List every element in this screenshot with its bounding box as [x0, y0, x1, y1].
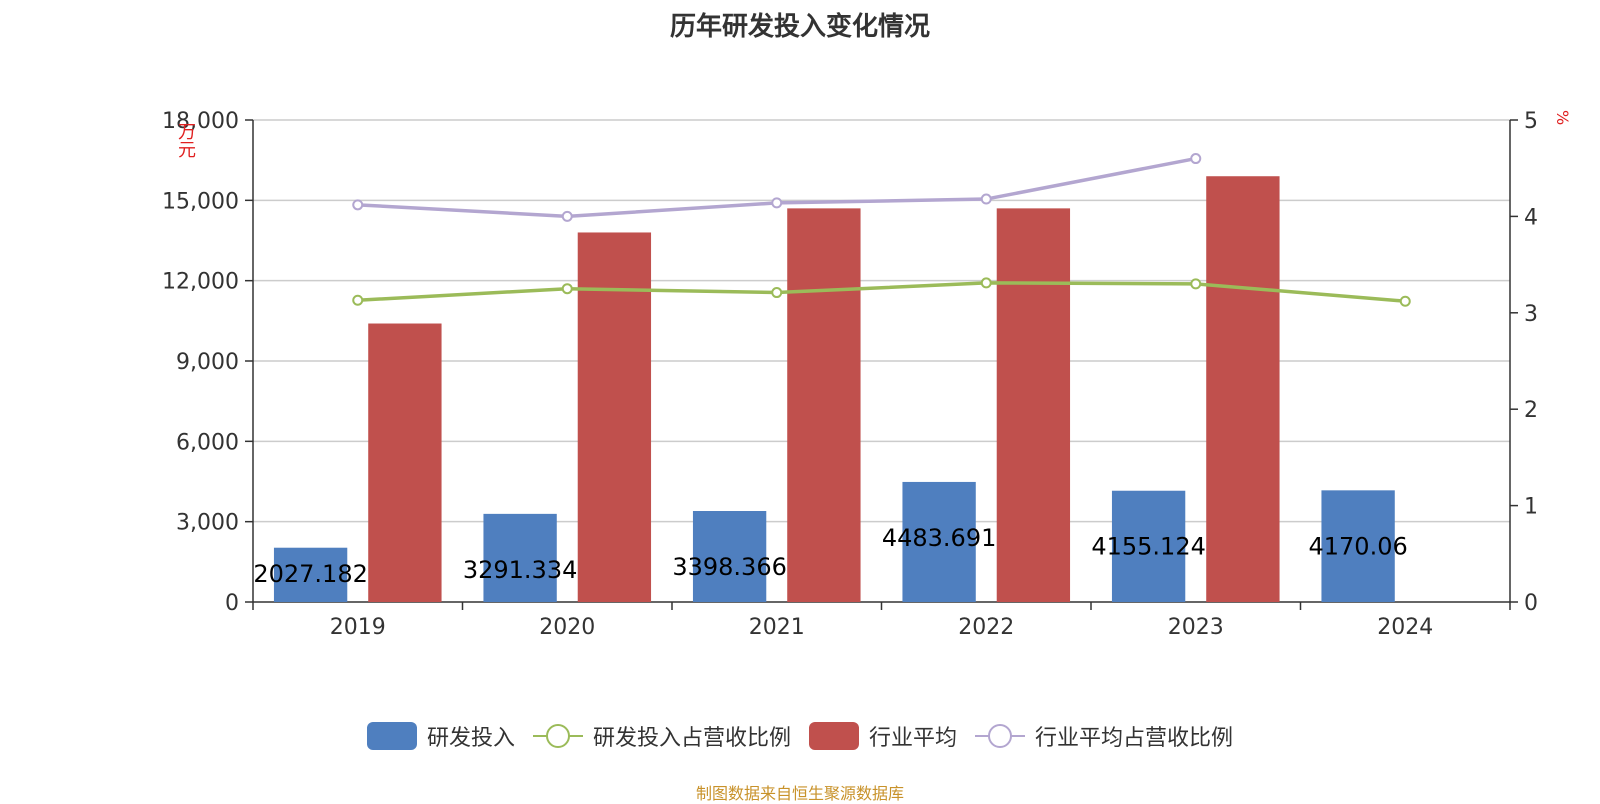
- legend: 研发投入 研发投入占营收比例 行业平均 行业平均占营收比例: [0, 720, 1600, 752]
- bar-industry: [368, 323, 442, 602]
- data-label-rd: 3291.334: [463, 556, 578, 584]
- x-tick-label: 2019: [330, 615, 386, 640]
- bar-rd: [1111, 490, 1186, 602]
- legend-item-industry-ratio[interactable]: 行业平均占营收比例: [975, 720, 1233, 752]
- legend-swatch-industry-ratio: [975, 722, 1026, 750]
- legend-swatch-industry: [809, 722, 859, 750]
- legend-swatch-rd: [366, 722, 417, 750]
- bar-industry: [996, 208, 1071, 602]
- line-rd-ratio: [357, 281, 1406, 303]
- right-tick-label: 0: [1524, 591, 1538, 616]
- data-label-rd: 3398.366: [672, 553, 787, 581]
- data-label-rd: 4170.06: [1308, 532, 1407, 560]
- bar-industry: [577, 232, 652, 602]
- legend-swatch-rd-ratio: [532, 722, 583, 750]
- right-tick-label: 1: [1524, 495, 1538, 520]
- point-industry-ratio: [980, 193, 992, 205]
- point-rd-ratio: [1190, 278, 1202, 290]
- data-label-rd: 4155.124: [1091, 533, 1206, 561]
- legend-item-rd[interactable]: 研发投入: [366, 720, 515, 752]
- right-tick-label: 2: [1524, 398, 1538, 423]
- legend-item-rd-ratio[interactable]: 研发投入占营收比例: [532, 720, 791, 752]
- x-tick-label: 2023: [1168, 615, 1224, 640]
- x-tick-label: 2024: [1377, 615, 1433, 640]
- left-tick-label: 3,000: [176, 511, 239, 536]
- legend-label-industry: 行业平均: [869, 726, 958, 751]
- bar-rd: [273, 547, 348, 602]
- point-industry-ratio: [771, 197, 783, 209]
- bar-rd: [1321, 490, 1395, 602]
- x-tick-label: 2020: [539, 615, 595, 640]
- point-industry-ratio: [561, 210, 573, 222]
- x-tick-label: 2022: [958, 615, 1014, 640]
- point-rd-ratio: [980, 277, 992, 289]
- legend-label-rd-ratio: 研发投入占营收比例: [592, 726, 791, 751]
- point-rd-ratio: [771, 287, 783, 299]
- bar-rd: [902, 481, 976, 602]
- right-axis-unit: %: [1553, 110, 1572, 126]
- legend-label-industry-ratio: 行业平均占营收比例: [1035, 726, 1234, 751]
- x-tick-label: 2021: [749, 615, 805, 640]
- right-tick-label: 3: [1524, 302, 1538, 327]
- left-tick-label: 0: [225, 591, 239, 616]
- left-tick-label: 9,000: [176, 350, 239, 375]
- left-tick-label: 12,000: [162, 270, 239, 295]
- data-source-note: 制图数据来自恒生聚源数据库: [695, 784, 904, 803]
- legend-label-rd: 研发投入: [426, 726, 515, 751]
- legend-item-industry[interactable]: 行业平均: [809, 720, 957, 752]
- point-rd-ratio: [561, 283, 573, 295]
- bar-rd: [483, 513, 557, 602]
- bar-rd: [692, 510, 767, 602]
- right-tick-label: 4: [1524, 205, 1538, 230]
- left-tick-label: 15,000: [162, 189, 239, 214]
- right-tick-label: 5: [1524, 109, 1538, 134]
- point-industry-ratio: [352, 199, 364, 211]
- chart-title: 历年研发投入变化情况: [669, 12, 930, 42]
- left-tick-label: 18,000: [162, 109, 239, 134]
- point-rd-ratio: [1399, 295, 1411, 307]
- left-axis-unit: 万元: [175, 122, 196, 158]
- data-label-rd: 2027.182: [253, 560, 368, 588]
- bar-industry: [787, 208, 861, 602]
- bar-industry: [1206, 176, 1280, 602]
- point-industry-ratio: [1190, 153, 1202, 165]
- point-rd-ratio: [352, 294, 364, 306]
- left-tick-label: 6,000: [176, 430, 239, 455]
- data-label-rd: 4483.691: [882, 524, 997, 552]
